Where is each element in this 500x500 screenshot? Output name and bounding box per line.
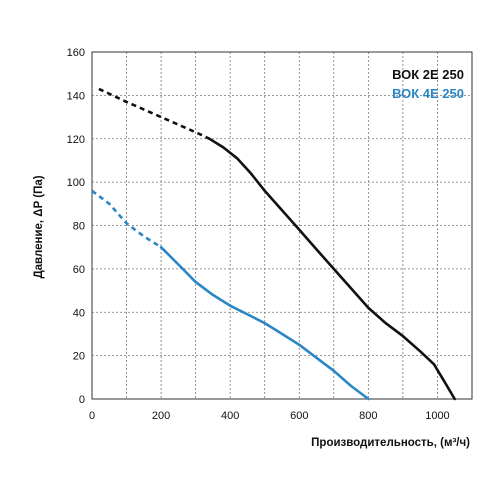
- x-tick-label: 800: [359, 410, 377, 422]
- y-axis-label: Давление, ΔP (Па): [33, 175, 45, 278]
- y-tick-label: 20: [73, 351, 85, 363]
- legend-entry-vok-4e-250: ВОК 4Е 250: [392, 86, 464, 101]
- series-0-dashed-line: [98, 87, 211, 140]
- series-lines: [91, 87, 456, 401]
- series-0-solid-line: [208, 137, 456, 401]
- series-1-solid-line: [159, 245, 370, 401]
- x-tick-label: 400: [221, 410, 239, 422]
- y-tick-label: 40: [73, 307, 85, 319]
- y-tick-label: 60: [73, 264, 85, 276]
- y-axis-ticks: 0 20 40 60 80 100 120 140 160: [67, 47, 85, 406]
- y-tick-label: 120: [67, 134, 85, 146]
- x-tick-label: 0: [89, 410, 95, 422]
- legend-entry-vok-2e-250: ВОК 2Е 250: [392, 67, 464, 82]
- series-1-dashed-line: [91, 189, 162, 249]
- x-tick-label: 600: [290, 410, 308, 422]
- legend: ВОК 2Е 250 ВОК 4Е 250: [392, 67, 464, 101]
- x-axis-label: Производительность, (м³/ч): [311, 437, 470, 449]
- y-tick-label: 100: [67, 177, 85, 189]
- x-axis-ticks: 0 200 400 600 800 1000: [89, 410, 450, 422]
- x-tick-label: 200: [152, 410, 170, 422]
- plot-frame: [91, 51, 473, 400]
- x-tick-label: 1000: [425, 410, 449, 422]
- y-tick-label: 80: [73, 221, 85, 233]
- grid: [92, 52, 472, 399]
- plot-border: [91, 51, 473, 400]
- y-tick-label: 140: [67, 90, 85, 102]
- y-tick-label: 160: [67, 47, 85, 59]
- y-tick-label: 0: [79, 394, 85, 406]
